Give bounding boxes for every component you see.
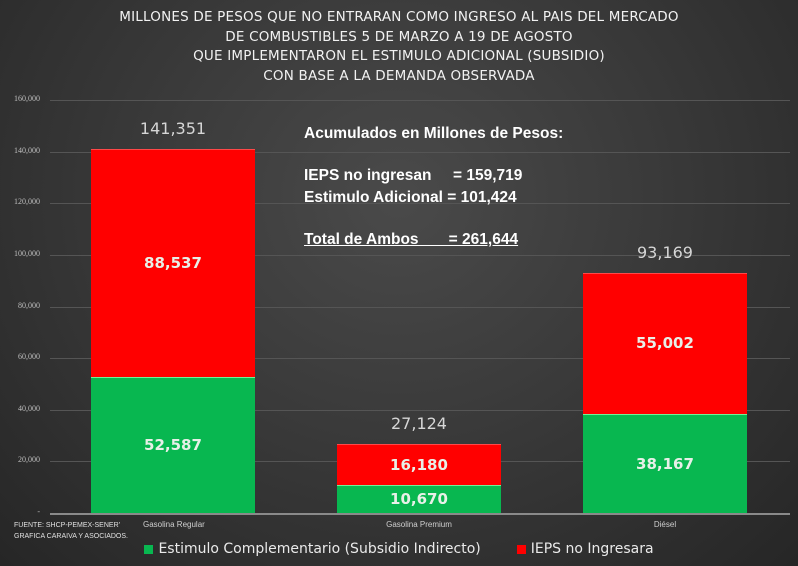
y-tick-label: -: [37, 507, 40, 516]
bar-segment: 55,002: [583, 272, 747, 415]
bar-gasolina-regular: 52,587 88,537: [91, 148, 255, 513]
summary-heading: Acumulados en Millones de Pesos:: [304, 125, 564, 142]
title-line: QUE IMPLEMENTARON EL ESTIMULO ADICIONAL …: [193, 48, 605, 64]
y-tick-label: 60,000: [18, 352, 40, 361]
segment-value-label: 10,670: [390, 490, 448, 509]
segment-value-label: 55,002: [636, 334, 694, 353]
bar-segment: 88,537: [91, 148, 255, 378]
legend: Estimulo Complementario (Subsidio Indire…: [0, 541, 798, 557]
legend-swatch-green-icon: [144, 544, 154, 554]
category-label: Gasolina Regular: [143, 520, 205, 529]
gridline: [50, 255, 790, 256]
y-tick-label: 120,000: [14, 197, 40, 206]
segment-value-label: 88,537: [144, 253, 202, 272]
bar-gasolina-premium: 10,670 16,180: [337, 443, 501, 513]
y-tick-label: 100,000: [14, 249, 40, 258]
source-note: FUENTE: SHCP-PEMEX-SENER' GRAFICA CARAIV…: [14, 520, 128, 542]
y-tick-label: 20,000: [18, 455, 40, 464]
title-line: MILLONES DE PESOS QUE NO ENTRARAN COMO I…: [119, 9, 679, 25]
legend-item-ieps: IEPS no Ingresara: [516, 541, 654, 557]
y-tick-label: 140,000: [14, 146, 40, 155]
legend-label: Estimulo Complementario (Subsidio Indire…: [158, 541, 481, 557]
y-tick-label: 160,000: [14, 94, 40, 103]
gridline: [50, 100, 790, 101]
summary-total: Total de Ambos = 261,644: [304, 231, 519, 248]
bar-segment: 38,167: [583, 414, 747, 513]
bar-total-label: 93,169: [637, 242, 693, 262]
title-line: DE COMBUSTIBLES 5 DE MARZO A 19 DE AGOST…: [225, 28, 573, 45]
legend-label: IEPS no Ingresara: [530, 541, 654, 557]
gridline: [50, 307, 790, 308]
bar-total-label: 27,124: [391, 413, 447, 433]
chart-title: MILLONES DE PESOS QUE NO ENTRARAN COMO I…: [0, 8, 798, 86]
bar-segment: 10,670: [337, 485, 501, 513]
gridline: [50, 203, 790, 204]
segment-value-label: 38,167: [636, 454, 694, 473]
source-line: FUENTE: SHCP-PEMEX-SENER': [14, 522, 120, 529]
legend-swatch-red-icon: [516, 544, 526, 554]
y-tick-label: 40,000: [18, 404, 40, 413]
bar-total-label: 141,351: [139, 118, 207, 138]
summary-estimulo: Estimulo Adicional = 101,424: [304, 189, 517, 206]
segment-value-label: 52,587: [144, 436, 202, 455]
gridline: [50, 358, 790, 359]
gridline: [50, 152, 790, 153]
bar-segment: 16,180: [337, 443, 501, 486]
bar-di-sel: 38,167 55,002: [583, 272, 747, 513]
category-label: Gasolina Premium: [386, 520, 452, 529]
segment-value-label: 16,180: [390, 455, 448, 474]
y-tick-label: 80,000: [18, 301, 40, 310]
x-axis-baseline: [50, 513, 790, 515]
source-line: GRAFICA CARAIVA Y ASOCIADOS.: [14, 533, 128, 540]
title-line: CON BASE A LA DEMANDA OBSERVADA: [263, 67, 535, 84]
gridline: [50, 410, 790, 411]
summary-ieps: IEPS no ingresan = 159,719: [304, 167, 523, 184]
bar-segment: 52,587: [91, 377, 255, 513]
category-label: Diésel: [653, 520, 677, 529]
summary-box: Acumulados en Millones de Pesos: IEPS no…: [304, 123, 563, 251]
legend-item-estimulo: Estimulo Complementario (Subsidio Indire…: [144, 541, 481, 557]
